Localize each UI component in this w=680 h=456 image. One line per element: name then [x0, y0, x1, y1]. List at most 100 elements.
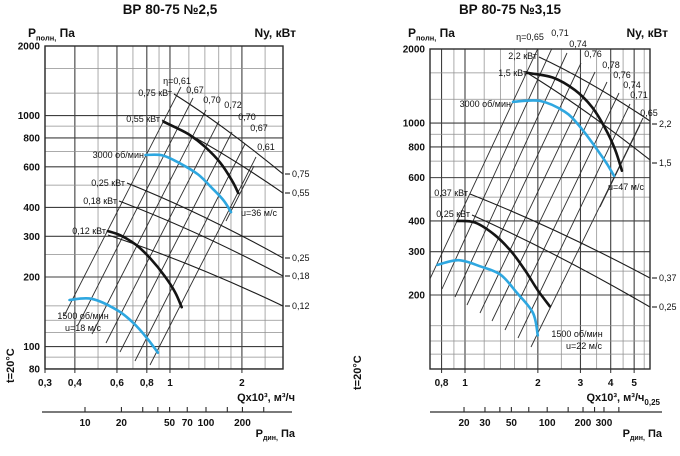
- plot-frame: [44, 45, 284, 370]
- annotation-label: 0,37 кВт: [434, 188, 468, 198]
- y-tick-label: 1000: [18, 111, 41, 122]
- y-tick-label: 80: [29, 364, 41, 375]
- pdyn-scale: 10 20 50 70 100 200: [42, 407, 292, 429]
- plot-frame: [429, 48, 651, 370]
- pdyn-tick-label: 100: [198, 418, 215, 429]
- power-axis-title: Ny, кВт: [626, 26, 668, 40]
- y-tick-label: 2000: [18, 42, 41, 53]
- curve-3000-rpm-blue: [511, 99, 616, 178]
- y-tick-label: 400: [408, 216, 425, 227]
- power-line-0,25-kw: [471, 214, 650, 308]
- pdyn-tick-label: 70: [182, 418, 194, 429]
- curve-labels: η=0,65 0,710,740,760,780,760,740,710,652,…: [434, 28, 658, 351]
- x-tick-label: 1: [167, 378, 173, 389]
- power-line-0,18-kw: [118, 200, 283, 277]
- annotation-label: 3000 об/мин: [93, 150, 144, 160]
- y-tick-label: 200: [23, 273, 40, 284]
- eta-line: [119, 131, 233, 353]
- x-tick-label: 4: [608, 378, 614, 389]
- x-tick-label: 2: [239, 378, 245, 389]
- annotation-label: 0,70: [203, 95, 221, 105]
- x-tick-label: 0,3: [38, 378, 52, 389]
- power-line-1,5-kw: [528, 73, 650, 161]
- pdyn-tick-label: 30: [479, 418, 491, 429]
- flow-axis-title: Qx10³, м³/ч0,25: [586, 392, 660, 407]
- curve-1500-rpm-blue: [436, 258, 540, 337]
- curve-1500-rpm-black: [106, 229, 183, 309]
- y-tick-label: 1000: [403, 119, 426, 130]
- pressure-axis-title: Рполн, Па: [28, 26, 75, 43]
- temperature-note: t=20°C: [352, 355, 364, 390]
- curve-labels: η=0,610,670,70 0,720,700,670,610,75 кВт0,…: [57, 76, 277, 333]
- annotation-label: 0,71: [551, 28, 569, 38]
- annotation-label: η=0,65: [516, 32, 544, 42]
- annotation-label: 0,71: [630, 90, 648, 100]
- x-tick-labels: 0,3 0,4 0,6 0,8 1 2: [38, 378, 245, 389]
- eta-line: [105, 120, 220, 344]
- y-tick-label: 800: [408, 142, 425, 153]
- pdyn-tick-label: 200: [234, 418, 251, 429]
- dynamic-pressure-axis-title: Рдин, Па: [622, 428, 662, 443]
- ny-tick-label: 0,12: [292, 301, 310, 311]
- annotation-label: 0,61: [257, 142, 275, 152]
- ny-tick-label: 0,18: [292, 271, 310, 281]
- annotation-label: u=47 м/с: [608, 182, 644, 192]
- annotation-label: 0,25 кВт: [436, 209, 470, 219]
- eta-line: [454, 52, 568, 298]
- annotation-label: 0,74: [623, 80, 641, 90]
- x-tick-label: 0,6: [110, 378, 124, 389]
- annotation-label: 0,67: [250, 123, 268, 133]
- x-tick-label: 3: [578, 378, 584, 389]
- annotation-label: 0,70: [238, 112, 256, 122]
- annotation-label: 0,55 кВт: [126, 114, 160, 124]
- annotation-label: 1,5 кВт: [498, 68, 527, 78]
- temperature-note: t=20°C: [5, 348, 17, 383]
- pdyn-tick-label: 20: [116, 418, 128, 429]
- y-tick-label: 300: [408, 247, 425, 258]
- ny-tick-label: 0,37: [659, 273, 677, 283]
- ny-scale: 0,75 0,55 0,25 0,18 0,12: [285, 169, 310, 311]
- annotation-label: 0,72: [224, 100, 242, 110]
- annotation-label: 0,25 кВт: [91, 178, 125, 188]
- power-lines: [469, 56, 650, 308]
- eta-line: [466, 62, 582, 306]
- pdyn-scale: 20 30 50 100 200 300: [430, 407, 662, 429]
- pdyn-tick-label: 50: [506, 418, 518, 429]
- eta-line: [441, 49, 553, 290]
- y-tick-labels: 2000 1000 800 600 400 300 200 100 80: [18, 42, 41, 376]
- x-tick-label: 2: [535, 378, 541, 389]
- x-tick-label: 0,8: [435, 378, 449, 389]
- flow-axis-title: Qx10³, м³/ч: [237, 392, 295, 404]
- annotation-label: 0,76: [584, 49, 602, 59]
- ny-tick-label: 1,5: [659, 158, 672, 168]
- pdyn-tick-label: 100: [539, 418, 556, 429]
- power-line-0,25-kw: [126, 182, 283, 259]
- annotation-label: 0,18 кВт: [83, 196, 117, 206]
- curve-1500-rpm-blue: [68, 296, 160, 354]
- annotation-label: u=18 м/с: [65, 323, 101, 333]
- eta-line: [504, 92, 620, 331]
- fan-curves: [68, 120, 240, 354]
- power-line-0,12-kw: [107, 234, 283, 307]
- pdyn-tick-label: 50: [164, 418, 176, 429]
- chart-panel: 0,8 1 2 3 4 5 2000 1000 800 600 400 300 200 2,2 1,5 0,3…: [403, 28, 677, 429]
- ny-tick-label: 2,2: [659, 119, 672, 129]
- y-tick-label: 400: [23, 203, 40, 214]
- power-line-2,2-kw: [538, 56, 650, 122]
- y-tick-label: 200: [408, 291, 425, 302]
- pdyn-tick-label: 20: [458, 418, 470, 429]
- annotation-label: η=0,61: [163, 76, 191, 86]
- eta-line: [134, 143, 246, 362]
- y-tick-label: 300: [23, 232, 40, 243]
- y-tick-label: 600: [23, 162, 40, 173]
- dynamic-pressure-axis-title: Рдин, Па: [255, 428, 295, 443]
- annotation-label: 0,74: [569, 39, 587, 49]
- annotation-label: 0,78: [602, 60, 620, 70]
- x-tick-labels: 0,8 1 2 3 4 5: [435, 378, 638, 389]
- x-tick-label: 0,4: [68, 378, 82, 389]
- y-tick-label: 800: [23, 133, 40, 144]
- pressure-axis-title: Рполн, Па: [408, 26, 455, 43]
- curve-1500-rpm-black: [456, 219, 552, 308]
